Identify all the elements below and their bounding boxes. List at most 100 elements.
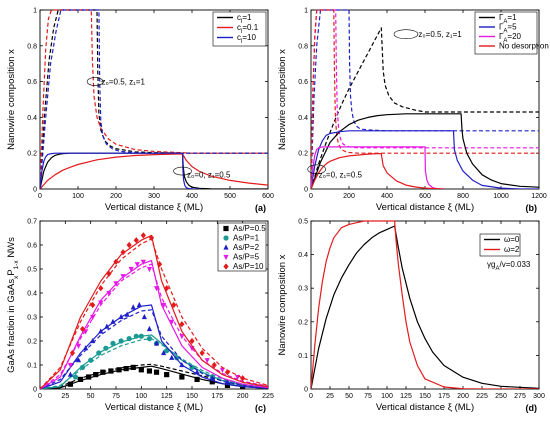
data-point [161, 349, 167, 356]
annotation-ellipse [307, 164, 327, 175]
y-tick-label: 0.4 [298, 252, 308, 259]
data-point [83, 345, 89, 351]
x-tick-label: 250 [495, 393, 507, 400]
panel-label: (a) [255, 203, 266, 213]
data-point [156, 261, 163, 268]
y-tick-label: 0 [33, 187, 37, 194]
x-tick-label: 300 [148, 193, 160, 200]
x-tick-label: 600 [262, 193, 274, 200]
x-axis-label: Vertical distance ξ (ML) [105, 402, 203, 413]
x-tick-label: 1200 [531, 193, 547, 200]
y-tick-label: 0.4 [27, 115, 37, 122]
series-line [311, 130, 539, 189]
data-point [93, 372, 99, 378]
y-tick-label: 0 [304, 187, 308, 194]
data-point [148, 234, 155, 241]
data-point [209, 379, 215, 385]
series-group [311, 9, 539, 189]
data-point [179, 321, 185, 328]
y-tick-label: 0.6 [27, 79, 37, 86]
legend-entry-label: As/P=0.5 [233, 224, 266, 233]
data-point [67, 381, 73, 387]
annotations: z₀=0.5, z₁=1 z₀=0, z₁=0.5 [86, 77, 231, 180]
data-point [174, 355, 180, 361]
legend-entry-label: ΓA=1 [499, 13, 517, 25]
y-tick-label: 0.2 [27, 151, 37, 158]
y-tick-label: 1 [304, 8, 308, 15]
data-point [124, 311, 130, 317]
data-point [179, 361, 185, 368]
x-tick-label: 25 [61, 393, 69, 400]
axes-b: 0 200 400 600 800 1000 1200 0 0.2 0.4 0.6 0.8 1 Verti… [277, 8, 547, 214]
data-point [90, 301, 96, 309]
data-point [106, 270, 112, 277]
panel-d: 0 25 50 75 100 125 150 175 200 225 250 275 300 0 0.1 0.… [277, 219, 545, 414]
series-line [40, 9, 268, 189]
series-line [311, 27, 539, 189]
panel-c: 0 25 50 75 100 125 150 175 200 225 0 0.1 0.2 0.3 0.4 0.… [6, 219, 274, 414]
series-line [40, 153, 268, 189]
x-tick-label: 100 [381, 393, 393, 400]
data-point [153, 369, 160, 375]
y-tick-label: 0.3 [27, 315, 37, 322]
data-point [130, 364, 136, 370]
y-tick-label: 0.5 [298, 219, 308, 226]
y-tick-label: 1 [33, 8, 37, 15]
data-point [118, 338, 124, 344]
data-point [224, 382, 231, 388]
y-tick-label: 0 [33, 387, 37, 394]
x-tick-label: 400 [186, 193, 198, 200]
y-axis-label: Nanowire composition x [6, 49, 17, 150]
data-point [146, 368, 153, 374]
series-line [311, 146, 445, 189]
x-tick-label: 1000 [493, 193, 509, 200]
data-point [194, 376, 200, 382]
panel-label: (c) [255, 403, 266, 413]
y-tick-label: 0.6 [27, 243, 37, 250]
y-tick-label: 0.7 [27, 219, 37, 226]
series-group [311, 220, 539, 389]
data-point [67, 371, 73, 377]
legend-frame [474, 11, 538, 55]
legend: ω=0ω=2 [479, 233, 521, 257]
x-tick-label: 400 [381, 193, 393, 200]
data-point [199, 349, 205, 357]
annotation-text: z₀=0.5, z₁=1 [102, 78, 146, 87]
x-tick-label: 125 [400, 393, 412, 400]
data-point [96, 350, 102, 356]
series-line [40, 152, 200, 189]
legend-entry-label: As/P=1 [233, 234, 260, 243]
x-tick-label: 0 [38, 393, 42, 400]
data-point [133, 237, 139, 244]
panel-label: (d) [526, 403, 538, 413]
y-tick-label: 0.4 [298, 115, 308, 122]
x-tick-label: 600 [419, 193, 431, 200]
data-point [194, 369, 200, 375]
panel-b: 0 200 400 600 800 1000 1200 0 0.2 0.4 0.6 0.8 1 Verti… [277, 8, 549, 214]
data-point [110, 340, 116, 346]
x-tick-label: 225 [262, 393, 274, 400]
data-point [77, 376, 84, 382]
x-tick-label: 150 [419, 393, 431, 400]
annotations: z₀=0.5, z₁=1 z₀=0, z₁=0.5 [307, 29, 462, 179]
series-group [40, 9, 268, 189]
annotations: γgA/v=0.033 [487, 260, 531, 272]
legend-entry-label: cl=0.1 [237, 23, 259, 35]
data-point [86, 374, 92, 380]
data-point [126, 241, 132, 249]
x-tick-label: 500 [224, 193, 236, 200]
data-point [118, 313, 124, 320]
legend-entry-label: ω=2 [504, 245, 520, 254]
x-tick-label: 50 [87, 393, 95, 400]
data-point [98, 328, 104, 334]
y-tick-label: 0.2 [27, 339, 37, 346]
series-line [311, 9, 539, 189]
data-point [211, 361, 217, 369]
y-tick-label: 0 [304, 387, 308, 394]
y-tick-label: 0.1 [27, 363, 37, 370]
data-point [153, 340, 160, 346]
x-tick-label: 800 [457, 193, 469, 200]
data-point [79, 364, 86, 370]
y-axis-label: Nanowire composition x [277, 49, 288, 150]
data-point [88, 357, 94, 363]
